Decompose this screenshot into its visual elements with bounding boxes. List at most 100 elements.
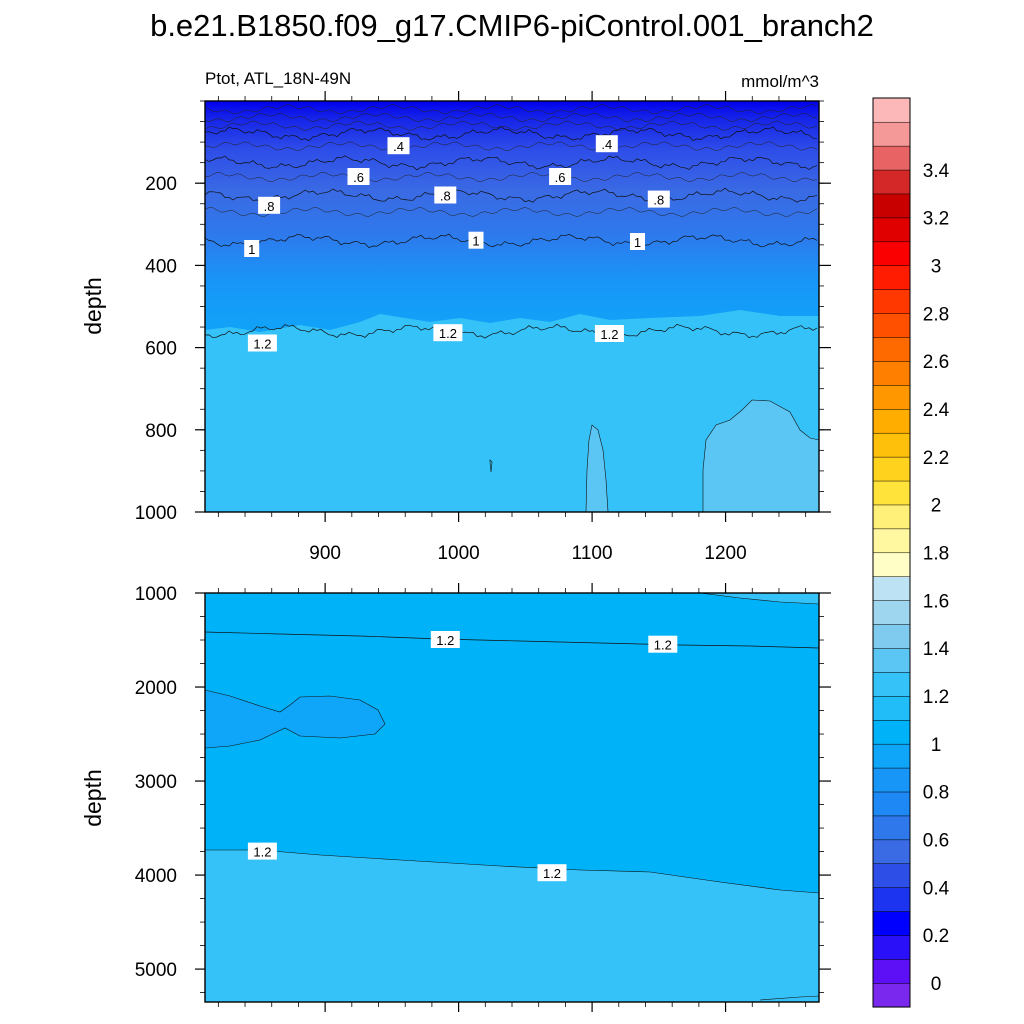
- contour-label: 1: [468, 231, 484, 249]
- svg-text:1.2: 1.2: [543, 866, 561, 881]
- x-tick-label: 1100: [572, 543, 613, 564]
- colorbar-label: 1.8: [923, 544, 949, 565]
- colorbar-label: 0.6: [923, 831, 949, 852]
- lower-region-1-2-shallow: [699, 593, 819, 605]
- colorbar-swatch: [872, 982, 911, 1008]
- colorbar-swatch: [872, 121, 911, 147]
- svg-text:1: 1: [472, 234, 479, 249]
- svg-text:.6: .6: [353, 170, 364, 185]
- colorbar-label: 1.2: [923, 687, 949, 708]
- contour-line-minor: [205, 172, 818, 183]
- contour-line: [205, 155, 818, 171]
- colorbar-label: 2.8: [923, 304, 949, 325]
- contour-label: 1.2: [648, 635, 678, 653]
- contour-label: 1.2: [247, 334, 277, 352]
- contour-label: .4: [595, 135, 618, 153]
- contour-label: .8: [434, 186, 457, 204]
- colorbar-swatch: [872, 336, 911, 362]
- contour-line: [205, 233, 818, 249]
- contour-line-minor: [205, 120, 818, 131]
- colorbar-swatch: [872, 241, 911, 266]
- svg-text:1: 1: [248, 242, 255, 257]
- colorbar-label: 1: [931, 735, 942, 756]
- svg-text:.8: .8: [440, 189, 451, 204]
- x-tick-label: 1000: [437, 543, 479, 564]
- lower-axis-ticks: 1000 2000 3000 4000 5000: [135, 583, 831, 1012]
- y-tick-label: 3000: [135, 772, 177, 793]
- colorbar-swatch: [872, 384, 911, 410]
- colorbar-swatch: [872, 958, 911, 984]
- contour-label: 1.2: [430, 631, 460, 648]
- colorbar-swatch: [872, 169, 911, 195]
- svg-text:1.2: 1.2: [253, 845, 271, 860]
- svg-text:1.2: 1.2: [253, 337, 271, 352]
- contour-label: .6: [549, 168, 572, 185]
- colorbar-label: 2.2: [923, 448, 949, 469]
- contour-line: [205, 126, 818, 142]
- colorbar-swatch: [872, 600, 911, 625]
- y-tick-label: 1000: [135, 584, 177, 605]
- colorbar-swatch: [872, 193, 911, 219]
- svg-text:.6: .6: [555, 170, 566, 185]
- upper-contour-lines: [205, 104, 818, 339]
- colorbar-swatch: [872, 432, 911, 458]
- colorbar-swatch: [872, 624, 911, 649]
- contour-label: 1: [244, 240, 260, 257]
- colorbar-swatch: [872, 719, 911, 745]
- colorbar-swatch: [872, 767, 911, 793]
- colorbar-swatch: [872, 934, 911, 960]
- x-tick-label: 1200: [704, 543, 746, 564]
- colorbar-swatch: [872, 839, 911, 865]
- contour-label: .6: [347, 168, 370, 185]
- contour-label: 1.2: [247, 842, 277, 860]
- svg-text:.4: .4: [393, 139, 404, 154]
- contour-line-minor: [205, 207, 818, 217]
- colorbar-swatch: [872, 360, 911, 386]
- contour-label: 1: [630, 233, 645, 250]
- svg-text:.8: .8: [653, 193, 664, 208]
- colorbar-swatch: [872, 743, 911, 769]
- svg-text:1.2: 1.2: [600, 327, 618, 342]
- colorbar-swatch: [872, 265, 911, 290]
- upper-contour-labels: .4 .4 .6 .6 .8 .8 .8 1 1 1 1.2 1.2 1.2: [244, 135, 670, 352]
- contour-label: .8: [258, 196, 281, 214]
- svg-text:1.2: 1.2: [439, 326, 457, 341]
- contour-line-minor: [205, 141, 818, 151]
- colorbar-label: 3: [931, 256, 942, 277]
- colorbar-swatch: [872, 552, 911, 577]
- y-tick-label: 400: [145, 256, 177, 277]
- upper-region-1-4b: [702, 399, 819, 512]
- colorbar-swatch: [872, 289, 911, 314]
- colorbar-swatch: [872, 791, 911, 817]
- svg-text:.4: .4: [601, 137, 612, 152]
- lower-contour-bottom-right: [759, 995, 819, 1001]
- lower-region-1-2-deep: [205, 849, 819, 1002]
- lower-y-axis-label: depth: [80, 769, 106, 827]
- colorbar-swatch: [872, 576, 911, 601]
- colorbar-swatch: [872, 97, 911, 123]
- colorbar-swatch: [872, 145, 911, 171]
- lower-region-1-0: [205, 689, 386, 749]
- contour-label: .4: [387, 137, 410, 155]
- colorbar-swatch: [872, 408, 911, 434]
- chart-title: b.e21.B1850.f09_g17.CMIP6-piControl.001_…: [150, 8, 874, 43]
- svg-text:.8: .8: [264, 199, 275, 214]
- colorbar-label: 1.4: [923, 639, 950, 660]
- contour-line-minor: [205, 112, 818, 123]
- y-tick-label: 600: [145, 339, 177, 360]
- y-tick-label: 2000: [135, 678, 177, 699]
- colorbar-label: 2: [931, 496, 942, 517]
- colorbar-label: 0.2: [923, 926, 949, 947]
- contour-label: 1.2: [537, 864, 567, 882]
- contour-line: [205, 323, 818, 339]
- colorbar-swatch: [872, 480, 911, 506]
- colorbar-label: 1.6: [923, 591, 949, 612]
- y-tick-label: 800: [145, 421, 177, 442]
- colorbar-swatch: [872, 313, 911, 338]
- colorbar-swatch: [872, 647, 911, 673]
- upper-panel: .4 .4 .6 .6 .8 .8 .8 1 1 1 1.2 1.2 1.2 200 400 600 800 1…: [80, 91, 831, 564]
- colorbar-label: 0.4: [923, 878, 950, 899]
- colorbar-swatch: [872, 456, 911, 482]
- colorbar-swatch: [872, 695, 911, 721]
